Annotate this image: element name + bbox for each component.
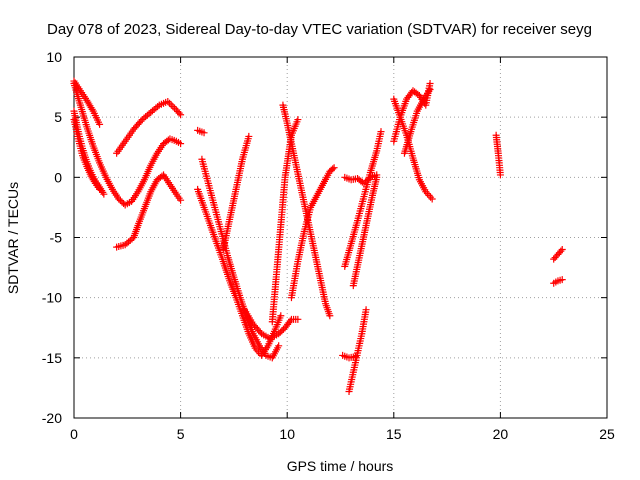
data-point	[329, 165, 337, 173]
data-point	[177, 111, 185, 119]
data-point	[496, 171, 504, 179]
data-point	[558, 246, 566, 254]
data-point	[171, 104, 179, 112]
data-point	[96, 120, 104, 128]
series-arc-22	[400, 85, 434, 157]
data-point	[286, 317, 294, 325]
x-tick-label: 0	[70, 426, 78, 442]
series-arc-18	[345, 306, 370, 396]
x-tick-label: 5	[177, 426, 185, 442]
data-point	[177, 196, 185, 204]
series-arc-2	[70, 79, 185, 209]
data-point	[275, 342, 283, 350]
data-point	[277, 312, 285, 320]
y-axis-label: SDTVAR / TECUs	[5, 182, 21, 294]
data-points	[70, 77, 566, 396]
y-tick-label: 5	[54, 109, 62, 125]
data-point	[96, 185, 104, 193]
data-point	[428, 195, 436, 203]
data-point	[166, 99, 174, 107]
data-point	[426, 79, 434, 87]
data-point	[363, 176, 371, 184]
data-point	[558, 276, 566, 284]
y-tick-label: -10	[42, 290, 62, 306]
data-point	[177, 140, 185, 148]
data-point	[116, 196, 124, 204]
data-point	[276, 328, 284, 336]
y-tick-label: 10	[46, 49, 62, 65]
y-tick-label: -5	[50, 230, 63, 246]
series-arc-16	[349, 173, 381, 290]
data-point	[362, 306, 370, 314]
series-arc-11	[241, 306, 302, 343]
series-arc-4	[70, 116, 104, 193]
data-point	[245, 132, 253, 140]
data-point	[200, 129, 208, 137]
data-point	[425, 191, 433, 199]
series-arc-17	[341, 171, 381, 187]
data-point	[164, 98, 172, 106]
data-point	[275, 330, 283, 338]
y-tick-label: -15	[42, 350, 62, 366]
data-point	[373, 171, 381, 179]
series-arc-24	[550, 246, 566, 263]
data-point	[294, 116, 302, 124]
x-tick-label: 25	[599, 426, 615, 442]
axis-ticks: 0 5 10 15 20 25 -20 -15 -10 -5 0 5 10	[42, 49, 615, 442]
data-point	[100, 190, 108, 198]
series-arc-21	[390, 95, 436, 203]
series-arc-3	[70, 107, 108, 198]
series-arc-7	[194, 126, 208, 137]
data-point	[326, 312, 334, 320]
series-arc-12	[268, 116, 302, 326]
series-arc-6	[113, 171, 185, 251]
series-arc-13	[279, 101, 334, 320]
data-point	[167, 101, 175, 109]
data-point	[169, 103, 177, 111]
x-tick-label: 15	[386, 426, 402, 442]
series-arc-23	[492, 131, 504, 179]
data-point	[294, 315, 302, 323]
data-point	[154, 103, 162, 111]
data-point	[115, 195, 123, 203]
data-point	[118, 198, 126, 206]
x-axis-label: GPS time / hours	[287, 458, 394, 474]
series-arc-9	[198, 155, 283, 362]
data-point	[365, 175, 373, 183]
series-arc-15	[341, 128, 385, 270]
series-arc-19	[339, 351, 359, 362]
data-point	[360, 179, 368, 187]
series-arc-14	[287, 164, 338, 302]
series-arc-5	[113, 98, 185, 157]
data-point	[426, 85, 434, 93]
x-tick-label: 20	[493, 426, 509, 442]
data-point	[256, 328, 264, 336]
data-point	[175, 109, 183, 117]
x-tick-label: 10	[279, 426, 295, 442]
series-arc-8	[194, 185, 285, 359]
y-tick-label: -20	[42, 410, 62, 426]
series-arc-10	[219, 132, 253, 254]
data-point	[330, 164, 338, 172]
data-point	[362, 178, 370, 186]
data-point	[351, 353, 359, 361]
data-point	[557, 247, 565, 255]
series-arc-25	[550, 276, 566, 287]
chart-title: Day 078 of 2023, Sidereal Day-to-day VTE…	[47, 21, 592, 38]
data-point	[278, 327, 286, 335]
data-point	[137, 117, 145, 125]
data-point	[427, 193, 435, 201]
y-tick-label: 0	[54, 169, 62, 185]
data-point	[377, 128, 385, 136]
